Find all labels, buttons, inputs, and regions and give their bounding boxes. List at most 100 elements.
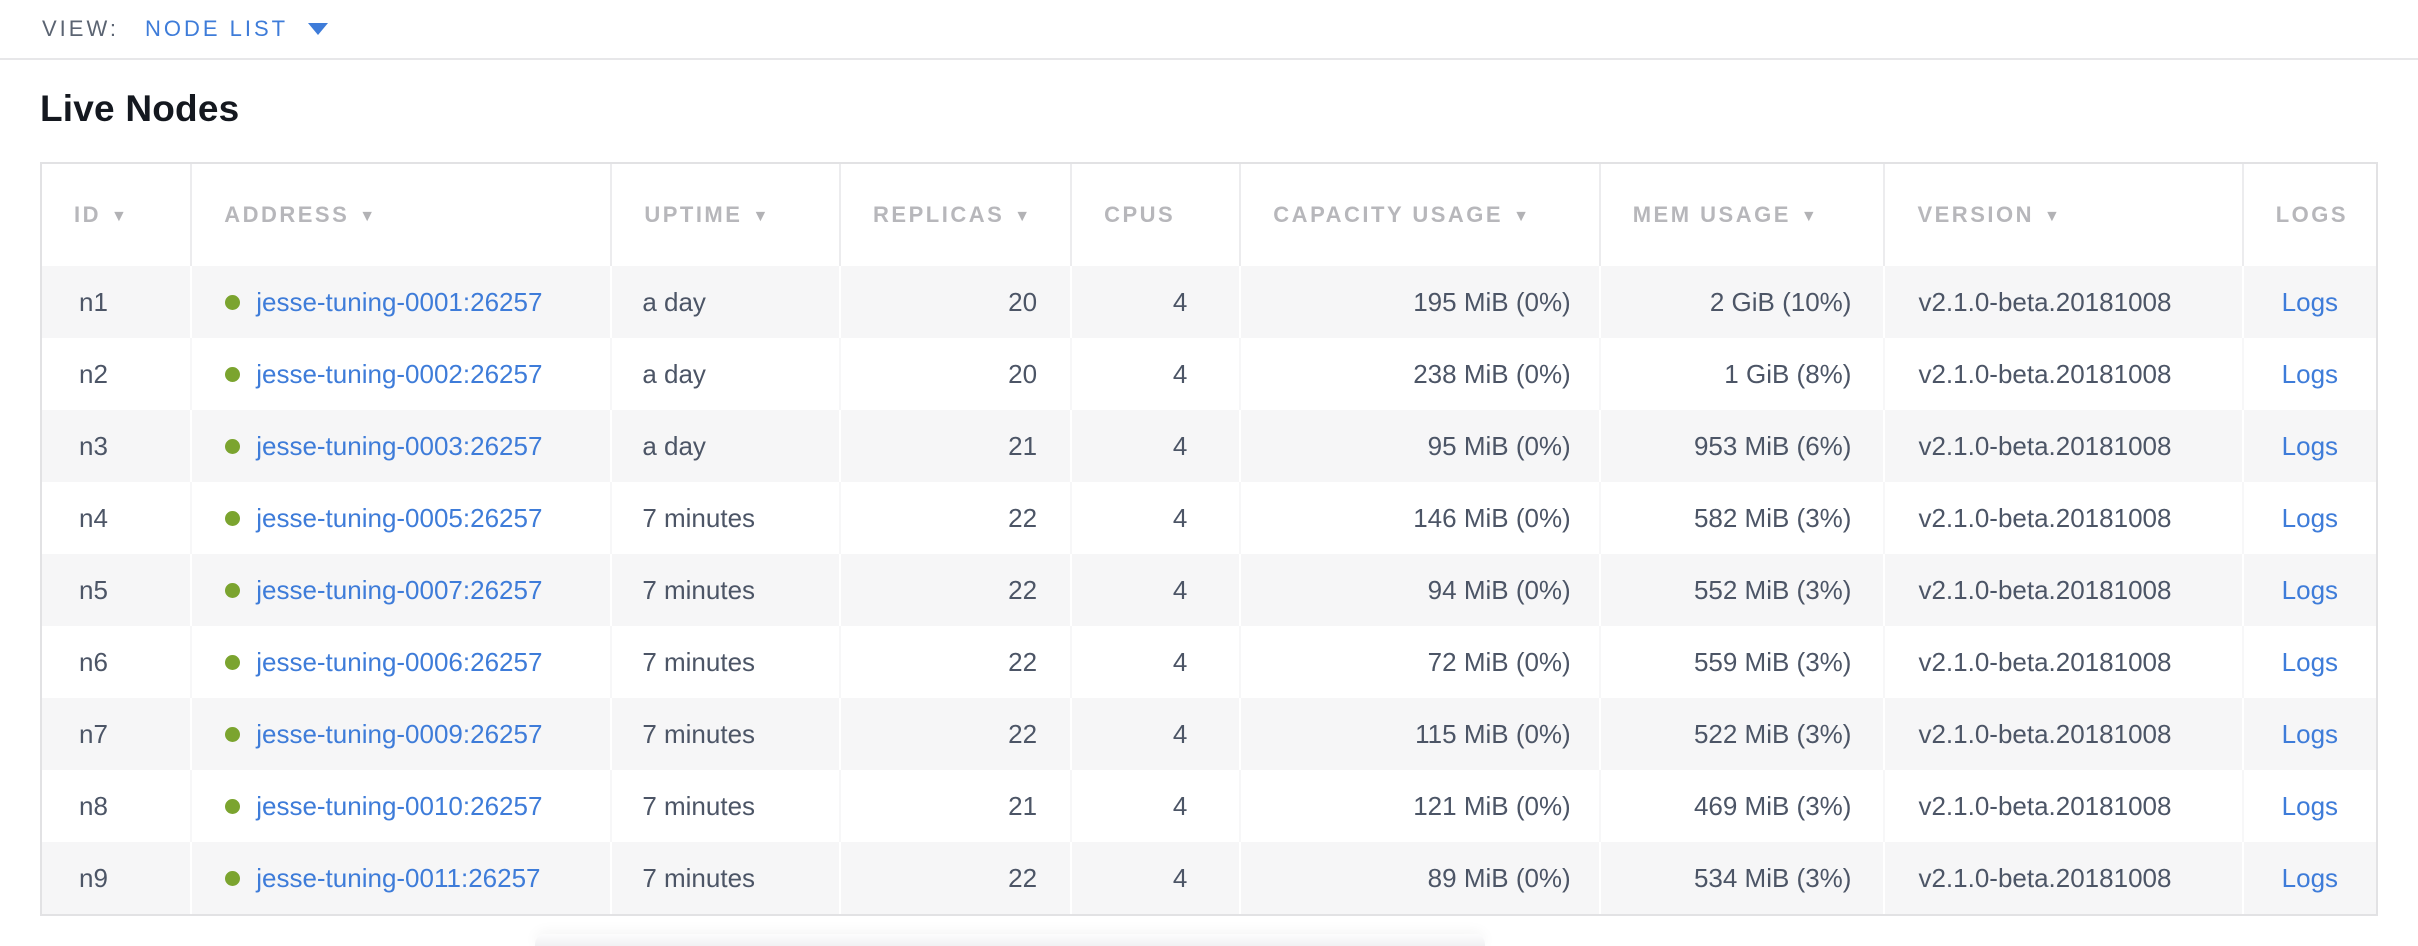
node-capacity-usage: 95 MiB (0%) (1427, 430, 1571, 461)
node-cpus-cell: 4 (1070, 266, 1239, 338)
node-logs-link[interactable]: Logs (2281, 574, 2339, 605)
node-replicas: 20 (1008, 286, 1038, 317)
column-header-mem[interactable]: MEM USAGE ▼ (1598, 164, 1884, 266)
node-replicas-cell: 20 (839, 266, 1070, 338)
node-mem-usage: 582 MiB (3%) (1693, 502, 1852, 533)
node-address-link[interactable]: jesse-tuning-0002:26257 (256, 358, 543, 389)
node-uptime-cell: 7 minutes (610, 842, 839, 914)
live-nodes-table: ID ▼ ADDRESS ▼ UPTIME ▼ REPLICAS ▼ CPUS CAPACITY … (40, 162, 2378, 916)
node-mem-usage-cell: 2 GiB (10%) (1598, 266, 1884, 338)
node-cpus: 4 (1172, 502, 1188, 533)
node-uptime: a day (642, 286, 706, 317)
view-selector-bar: VIEW: NODE LIST (0, 0, 2418, 60)
node-address-link[interactable]: jesse-tuning-0010:26257 (256, 790, 543, 821)
node-row-n3: n3 jesse-tuning-0003:26257 a day 21 4 95 MiB … (42, 410, 2376, 482)
node-cpus: 4 (1172, 430, 1188, 461)
node-cpus: 4 (1172, 358, 1188, 389)
node-replicas-cell: 21 (839, 770, 1070, 842)
node-version: v2.1.0-beta.20181008 (1918, 358, 2172, 389)
node-id-cell: n3 (42, 410, 190, 482)
node-version-cell: v2.1.0-beta.20181008 (1883, 770, 2241, 842)
node-replicas: 22 (1008, 574, 1038, 605)
node-id-cell: n5 (42, 554, 190, 626)
node-capacity-usage-cell: 72 MiB (0%) (1239, 626, 1598, 698)
node-logs-link[interactable]: Logs (2281, 646, 2339, 677)
column-header-label: LOGS (2275, 202, 2349, 227)
node-cpus: 4 (1172, 790, 1188, 821)
node-logs-link[interactable]: Logs (2281, 790, 2339, 821)
live-status-dot (225, 294, 241, 310)
node-replicas: 21 (1008, 430, 1038, 461)
node-replicas-cell: 22 (839, 626, 1070, 698)
node-logs-cell: Logs (2241, 770, 2376, 842)
node-version: v2.1.0-beta.20181008 (1918, 574, 2172, 605)
column-header-logs: LOGS (2241, 164, 2376, 266)
column-header-address[interactable]: ADDRESS ▼ (190, 164, 611, 266)
below-fold-panel-edge (535, 934, 1485, 946)
node-id-cell: n6 (42, 626, 190, 698)
node-version-cell: v2.1.0-beta.20181008 (1883, 482, 2241, 554)
node-logs-link[interactable]: Logs (2281, 502, 2339, 533)
node-replicas: 22 (1008, 646, 1038, 677)
node-mem-usage: 469 MiB (3%) (1693, 790, 1852, 821)
node-version: v2.1.0-beta.20181008 (1918, 286, 2172, 317)
node-uptime-cell: 7 minutes (610, 770, 839, 842)
node-id: n3 (79, 430, 108, 461)
node-id-cell: n9 (42, 842, 190, 914)
node-id-cell: n1 (42, 266, 190, 338)
node-mem-usage: 522 MiB (3%) (1693, 718, 1852, 749)
node-cpus: 4 (1172, 718, 1188, 749)
column-header-capacity[interactable]: CAPACITY USAGE ▼ (1239, 164, 1599, 266)
node-logs-cell: Logs (2241, 698, 2376, 770)
node-cpus-cell: 4 (1070, 338, 1239, 410)
node-address-link[interactable]: jesse-tuning-0006:26257 (256, 646, 543, 677)
node-capacity-usage-cell: 146 MiB (0%) (1239, 482, 1598, 554)
view-dropdown[interactable]: NODE LIST (145, 16, 329, 42)
node-capacity-usage: 121 MiB (0%) (1413, 790, 1571, 821)
node-logs-link[interactable]: Logs (2281, 718, 2339, 749)
node-address-link[interactable]: jesse-tuning-0009:26257 (256, 718, 543, 749)
node-logs-link[interactable]: Logs (2281, 286, 2339, 317)
node-mem-usage-cell: 582 MiB (3%) (1598, 482, 1884, 554)
node-logs-cell: Logs (2241, 842, 2376, 914)
live-status-dot (225, 510, 241, 526)
node-row-n4: n4 jesse-tuning-0005:26257 7 minutes 22 4 146… (42, 482, 2376, 554)
node-capacity-usage: 94 MiB (0%) (1427, 574, 1571, 605)
node-logs-link[interactable]: Logs (2281, 862, 2339, 893)
node-replicas: 20 (1008, 358, 1038, 389)
node-address-link[interactable]: jesse-tuning-0005:26257 (256, 502, 543, 533)
column-header-label: ADDRESS (224, 202, 350, 227)
node-address-link[interactable]: jesse-tuning-0001:26257 (256, 286, 543, 317)
view-label: VIEW: (42, 16, 119, 41)
node-id: n9 (79, 862, 108, 893)
node-logs-link[interactable]: Logs (2281, 358, 2339, 389)
node-logs-cell: Logs (2241, 410, 2376, 482)
column-header-label: ID (74, 202, 101, 227)
node-id-cell: n2 (42, 338, 190, 410)
column-header-id[interactable]: ID ▼ (42, 164, 191, 266)
node-id-cell: n8 (42, 770, 190, 842)
node-address-link[interactable]: jesse-tuning-0003:26257 (256, 430, 543, 461)
node-address-link[interactable]: jesse-tuning-0007:26257 (256, 574, 543, 605)
column-header-uptime[interactable]: UPTIME ▼ (610, 164, 840, 266)
node-cpus: 4 (1172, 862, 1188, 893)
node-id: n8 (79, 790, 108, 821)
column-header-version[interactable]: VERSION ▼ (1883, 164, 2242, 266)
node-uptime-cell: a day (610, 266, 839, 338)
node-replicas-cell: 22 (839, 842, 1070, 914)
node-id: n4 (79, 502, 108, 533)
node-mem-usage: 534 MiB (3%) (1693, 862, 1852, 893)
node-uptime-cell: 7 minutes (610, 698, 839, 770)
live-status-dot (225, 798, 241, 814)
node-address-link[interactable]: jesse-tuning-0011:26257 (256, 862, 541, 893)
node-address-cell: jesse-tuning-0002:26257 (190, 338, 610, 410)
node-uptime: 7 minutes (642, 574, 756, 605)
node-mem-usage: 1 GiB (8%) (1724, 358, 1852, 389)
node-logs-link[interactable]: Logs (2281, 430, 2339, 461)
column-header-replicas[interactable]: REPLICAS ▼ (839, 164, 1071, 266)
node-version: v2.1.0-beta.20181008 (1918, 718, 2172, 749)
node-mem-usage-cell: 552 MiB (3%) (1598, 554, 1884, 626)
node-replicas-cell: 22 (839, 554, 1070, 626)
node-cpus: 4 (1172, 646, 1188, 677)
